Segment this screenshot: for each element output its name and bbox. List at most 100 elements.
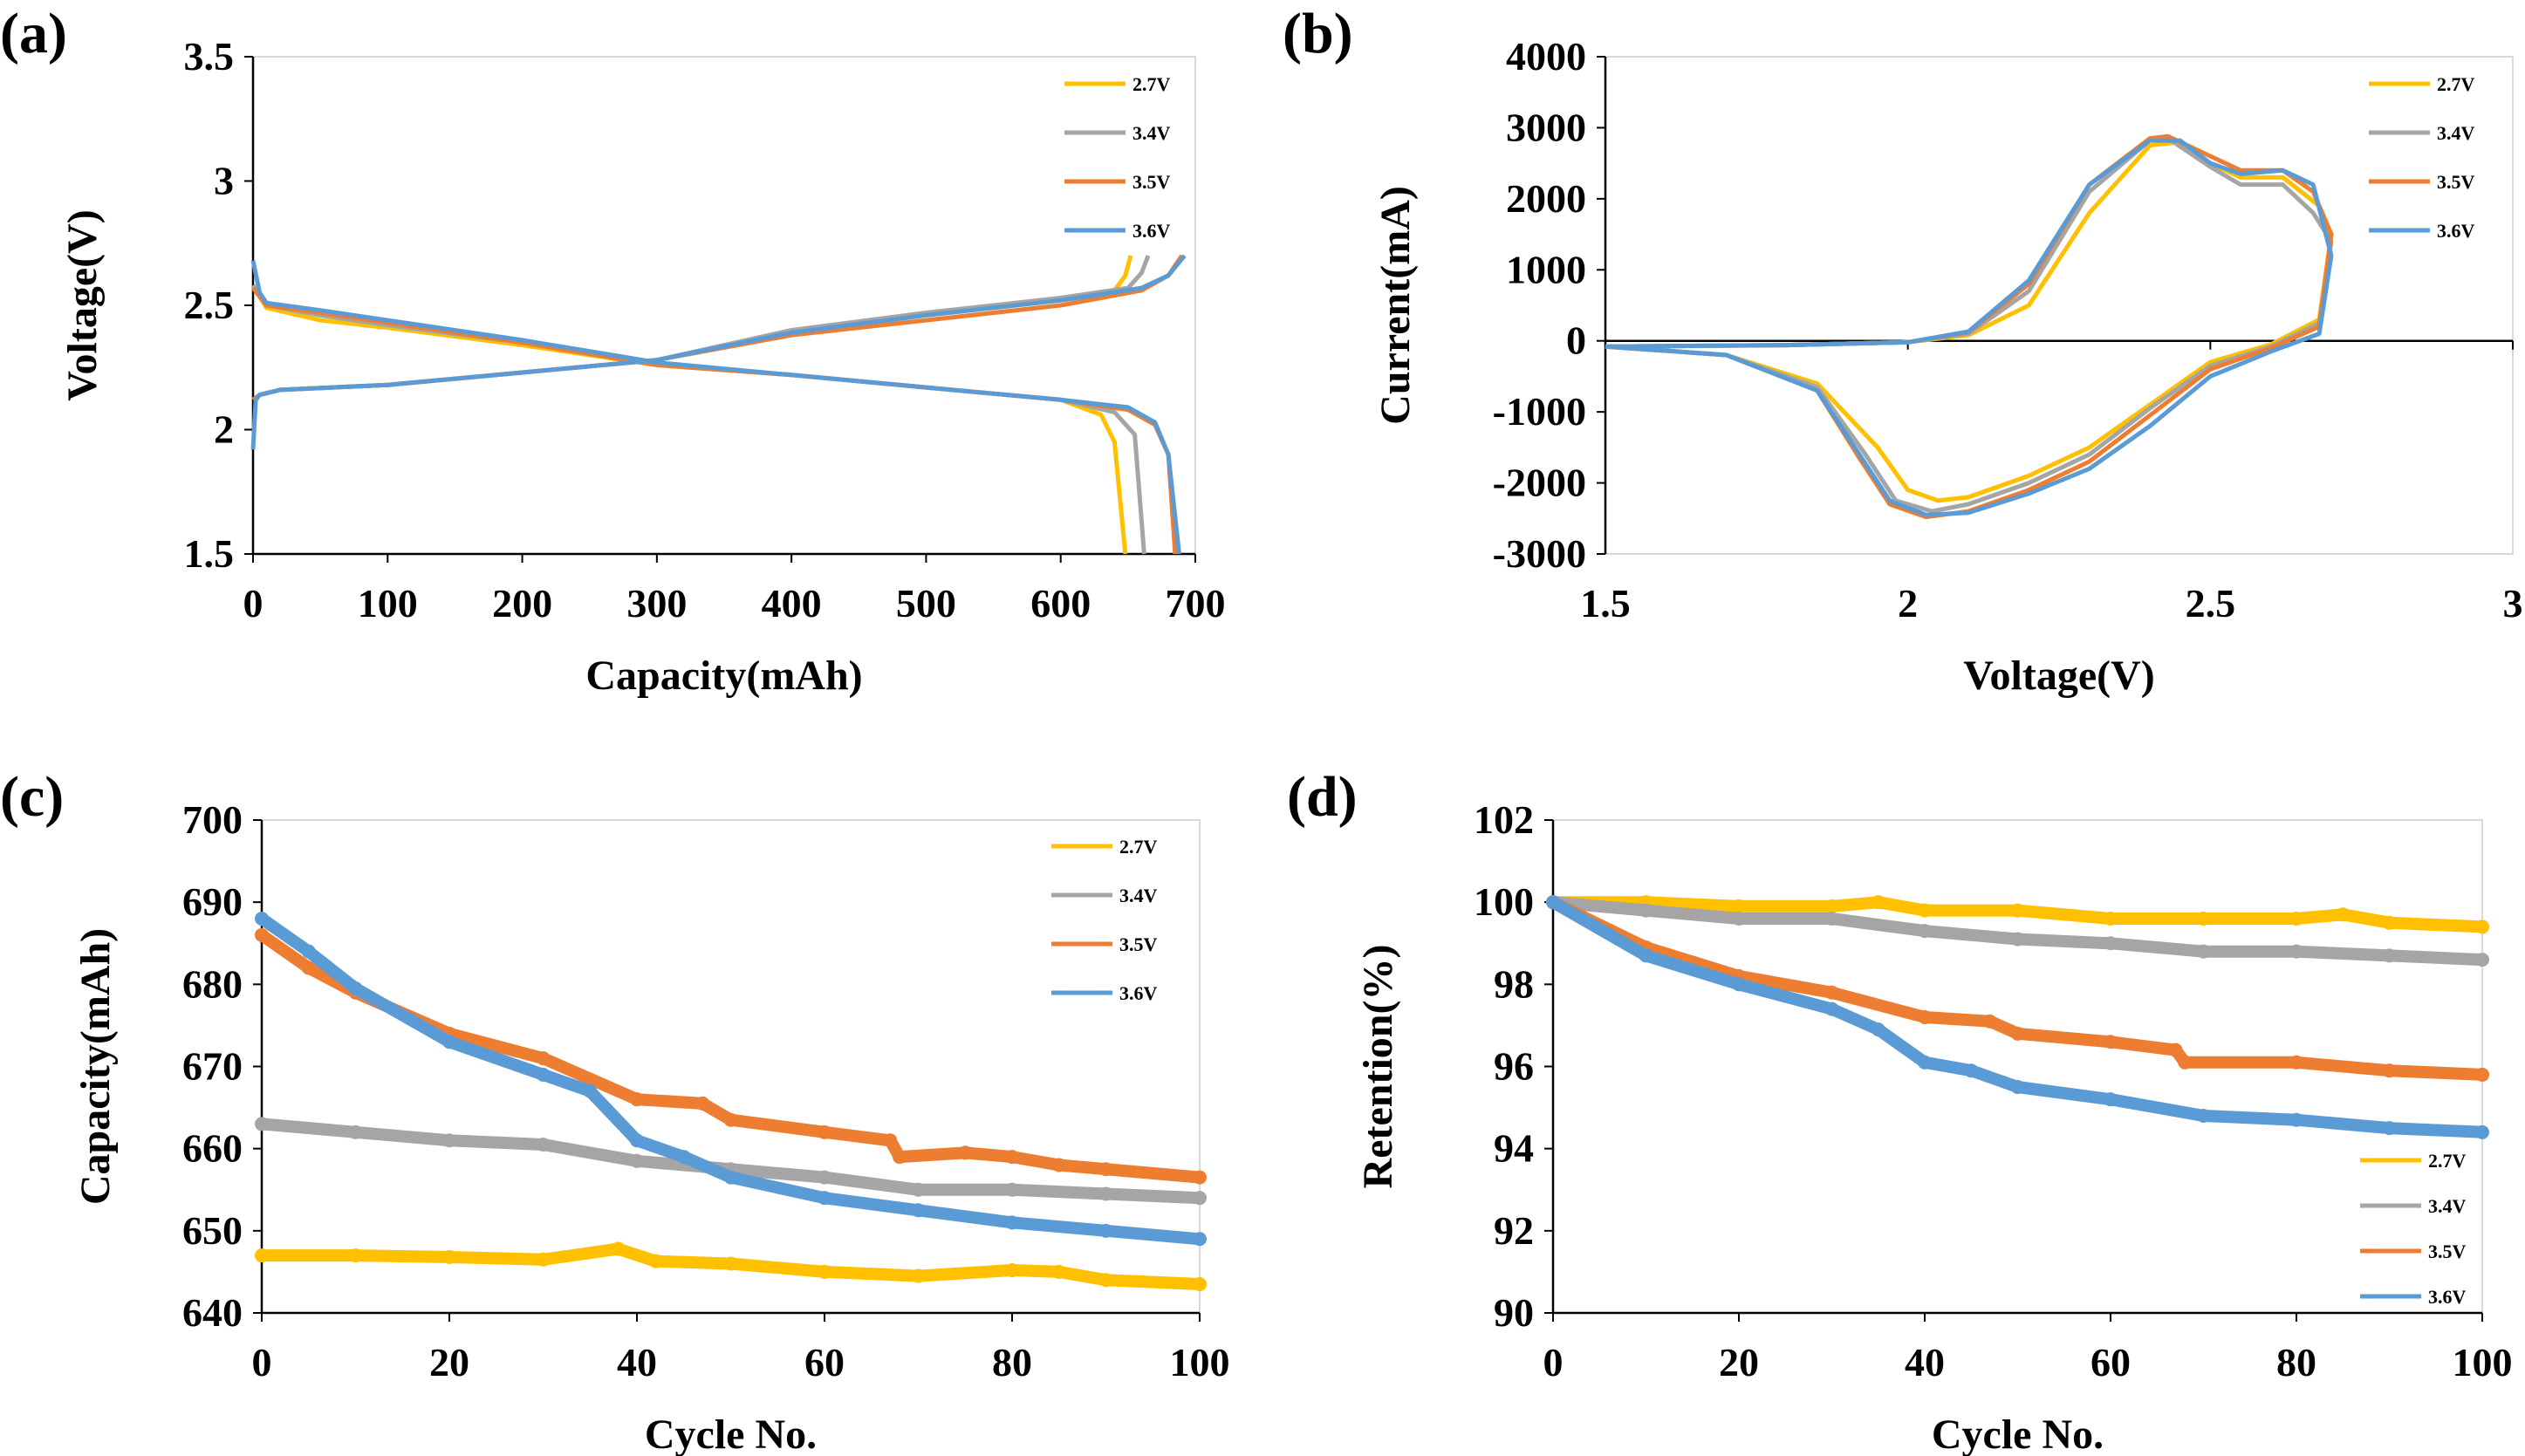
legend-label: 3.5V: [1119, 933, 1158, 955]
data-point: [301, 960, 316, 975]
panel-label: (a): [0, 2, 67, 65]
y-tick-label: 1000: [1506, 247, 1586, 291]
series-3.4V: [1605, 136, 2334, 514]
data-point: [2168, 1042, 2183, 1057]
y-tick-label: 650: [182, 1208, 243, 1253]
data-point: [2289, 1112, 2303, 1127]
data-point: [630, 1153, 644, 1168]
data-point: [1824, 1001, 1839, 1016]
data-point: [958, 1145, 973, 1160]
legend-label: 3.5V: [2428, 1241, 2467, 1262]
x-tick-label: 20: [429, 1340, 469, 1384]
legend-label: 3.4V: [2428, 1195, 2467, 1217]
x-tick-label: 60: [804, 1340, 845, 1384]
series-3.5V: [1546, 895, 2489, 1082]
data-point: [630, 1092, 644, 1107]
x-axis-title: Cycle No.: [1932, 1412, 2104, 1456]
data-point: [2475, 919, 2489, 934]
legend-label: 3.4V: [1132, 122, 1171, 144]
legend: 2.7V 3.4V 3.5V 3.6V: [1051, 836, 1158, 1004]
data-point: [2336, 907, 2351, 922]
data-point: [1098, 1273, 1113, 1288]
y-tick-label: 680: [182, 961, 243, 1006]
legend-label: 3.4V: [1119, 885, 1158, 906]
x-tick-label: 2.5: [2186, 581, 2236, 625]
panel-b: (b) -3000 -2000 -1000 0 1000 2000 3000 4000 1.5 2 2…: [1283, 2, 2523, 699]
data-point: [2104, 1035, 2118, 1049]
data-point: [648, 1254, 663, 1268]
data-point: [818, 1191, 831, 1206]
x-tick-label: 500: [896, 581, 956, 625]
y-tick-label: -2000: [1493, 461, 1586, 505]
data-point: [911, 1203, 926, 1218]
legend: 2.7V 3.4V 3.5V 3.6V: [2369, 73, 2475, 242]
data-point: [723, 1170, 738, 1185]
data-point: [630, 1133, 644, 1148]
data-point: [1051, 1158, 1066, 1172]
legend: 2.7V 3.4V 3.5V 3.6V: [2360, 1150, 2467, 1308]
data-point: [911, 1268, 926, 1283]
data-point: [2010, 903, 2025, 918]
x-axis-title: Voltage(V): [1963, 653, 2155, 699]
data-point: [442, 1035, 456, 1049]
x-tick-label: 0: [252, 1340, 272, 1384]
data-point: [883, 1133, 898, 1148]
series-3.5V: [1605, 133, 2334, 520]
data-point: [1871, 895, 1885, 910]
cv-curve: [1605, 138, 2334, 517]
x-tick-label: 0: [243, 581, 263, 625]
data-point: [1051, 1264, 1066, 1279]
data-point: [2475, 953, 2489, 967]
series-2.7V: [1546, 895, 2489, 934]
series-2.7V: [1605, 140, 2334, 503]
data-point: [1546, 895, 1560, 910]
data-point: [1193, 1277, 1207, 1292]
data-point: [1193, 1232, 1207, 1247]
data-point: [676, 1150, 691, 1165]
discharge-curve: [250, 284, 1146, 555]
y-tick-label: 92: [1494, 1208, 1534, 1253]
x-tick-label: 2: [1898, 581, 1918, 625]
data-point: [1732, 912, 1746, 926]
data-point: [1193, 1191, 1207, 1206]
data-point: [2104, 1092, 2118, 1107]
data-point: [2178, 1055, 2193, 1070]
panel-d: (d) 90 92 94 96 98 100 102 0 20 40 60 80 100 Cycle No.…: [1287, 765, 2513, 1456]
legend-label: 3.6V: [2428, 1286, 2467, 1308]
legend-label: 3.4V: [2437, 122, 2475, 144]
data-point: [348, 1248, 363, 1263]
data-point: [2289, 944, 2303, 959]
data-point: [1005, 1215, 1019, 1230]
legend-label: 2.7V: [1132, 73, 1171, 95]
x-tick-label: 700: [1166, 581, 1226, 625]
data-point: [1918, 903, 1932, 918]
data-point: [611, 1241, 626, 1256]
y-tick-label: 4000: [1506, 34, 1586, 79]
data-point: [1982, 1014, 1997, 1029]
y-tick-label: 94: [1494, 1126, 1534, 1171]
series-3.6V: [1605, 138, 2334, 517]
data-point: [1918, 924, 1932, 939]
legend-label: 3.5V: [2437, 171, 2475, 193]
series-3.5V: [255, 927, 1207, 1185]
x-tick-label: 300: [626, 581, 687, 625]
data-point: [1005, 1263, 1019, 1278]
panel-c: (c) 640 650 660 670 680 690 700 0 20 40 60 80 100 Cycl…: [0, 765, 1230, 1456]
data-point: [2010, 1080, 2025, 1095]
data-point: [255, 1248, 269, 1263]
data-point: [2382, 948, 2397, 963]
data-point: [1964, 1063, 1979, 1078]
y-tick-label: 2: [214, 407, 234, 452]
x-tick-label: 1.5: [1580, 581, 1631, 625]
data-point: [893, 1150, 907, 1165]
x-tick-label: 200: [492, 581, 552, 625]
series-3.4V: [1546, 895, 2489, 967]
legend-label: 3.5V: [1132, 171, 1171, 193]
x-tick-label: 40: [617, 1340, 657, 1384]
x-axis-title: Cycle No.: [645, 1412, 817, 1456]
y-tick-label: 3: [214, 159, 234, 203]
data-point: [1732, 899, 1746, 913]
y-tick-label: 96: [1494, 1044, 1534, 1089]
cv-curve: [1605, 133, 2334, 520]
x-tick-label: 20: [1719, 1340, 1759, 1384]
